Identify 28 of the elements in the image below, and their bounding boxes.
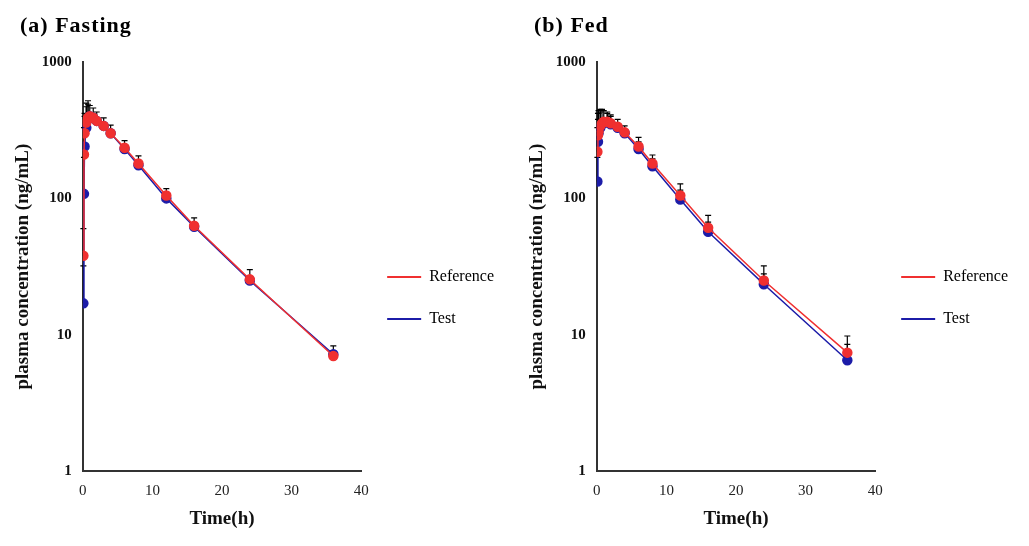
legend-label: Test [429,309,457,327]
x-tick-label: 40 [353,482,369,499]
x-tick-label: 0 [593,482,601,499]
chart-title: (b) Fed [534,12,609,38]
x-tick-label: 20 [728,482,744,499]
y-tick-label: 10 [56,325,72,342]
x-tick-label: 40 [867,482,883,499]
y-tick-label: 100 [49,189,72,206]
y-tick-label: 100 [563,189,586,206]
y-axis-title: plasma concentration (ng/mL) [11,143,34,390]
x-tick-label: 10 [144,482,160,499]
x-axis-title: Time(h) [189,506,255,529]
y-axis-title: plasma concentration (ng/mL) [525,143,548,390]
legend-label: Test [943,309,971,327]
x-tick-label: 20 [214,482,230,499]
y-tick-label: 1000 [555,52,586,69]
x-tick-label: 10 [658,482,674,499]
y-tick-label: 1 [578,462,586,479]
x-tick-label: 0 [79,482,87,499]
x-tick-label: 30 [284,482,300,499]
chart-title: (a) Fasting [20,12,132,38]
y-tick-label: 1 [64,462,72,479]
y-tick-label: 10 [570,325,586,342]
y-tick-label: 1000 [41,52,72,69]
legend-label: Reference [943,267,1009,285]
x-tick-label: 30 [798,482,814,499]
legend-label: Reference [429,267,495,285]
x-axis-title: Time(h) [703,506,769,529]
